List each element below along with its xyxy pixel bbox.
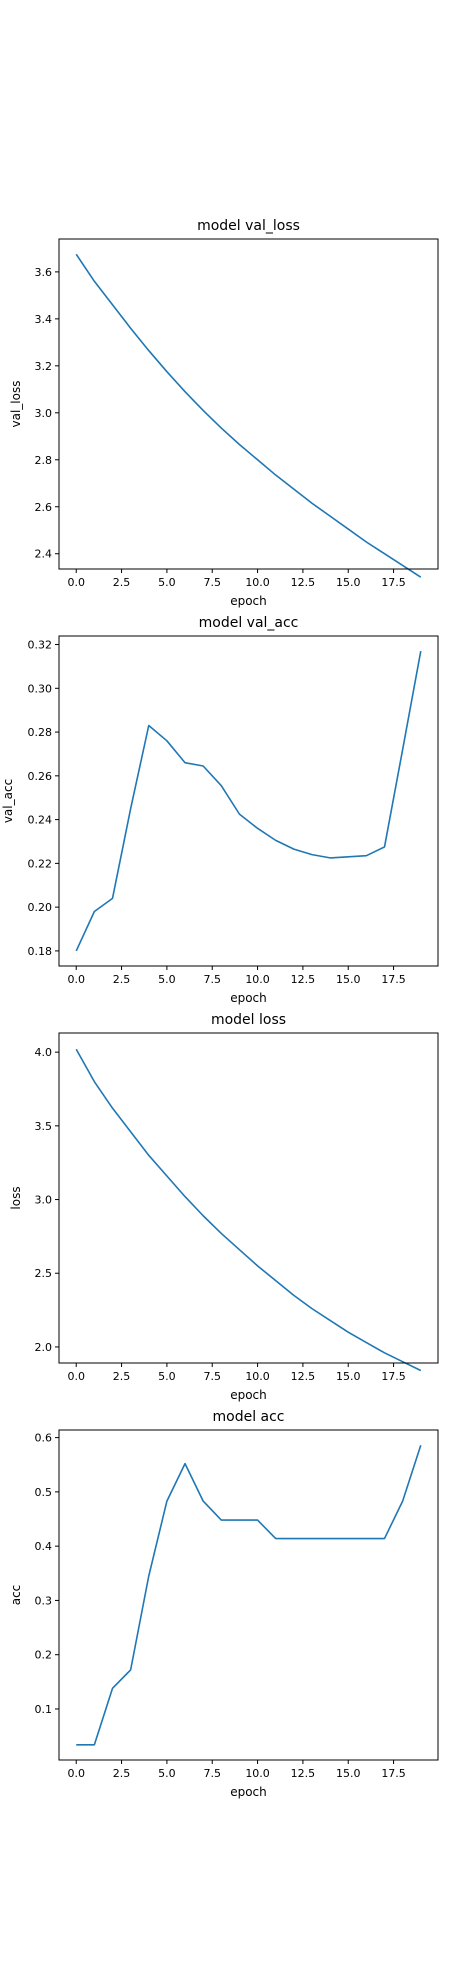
x-axis-label: epoch	[230, 594, 267, 608]
plot-frame	[58, 1032, 439, 1364]
y-tick-label: 0.30	[28, 682, 53, 695]
plot-frame	[58, 635, 439, 967]
x-tick-label: 0.0	[67, 973, 85, 986]
x-axis-label: epoch	[230, 1388, 267, 1402]
x-tick-label: 12.5	[291, 1767, 316, 1780]
x-tick-label: 0.0	[67, 1767, 85, 1780]
y-tick-label: 2.5	[35, 1267, 53, 1280]
x-tick-label: 5.0	[158, 1767, 176, 1780]
chart-panel-val-acc: model val_acc val_acc epoch 0.0 2.5 5.0 7.5…	[1, 615, 439, 1005]
y-tick-label: 2.8	[35, 454, 53, 467]
series-line	[75, 253, 422, 578]
tick-group: 0.0 2.5 5.0 7.5 10.0 12.5 15.0 17.5 2.0 2.5 3.0 3.5…	[35, 1046, 406, 1383]
x-tick-label: 10.0	[245, 576, 270, 589]
y-tick-label: 3.4	[35, 313, 53, 326]
x-tick-label: 0.0	[67, 576, 85, 589]
tick-group: 0.0 2.5 5.0 7.5 10.0 12.5 15.0 17.5 0.1 0.2 0.3 0.4…	[35, 1432, 406, 1780]
y-tick-label: 0.28	[28, 726, 53, 739]
x-tick-label: 10.0	[245, 973, 270, 986]
x-tick-label: 17.5	[381, 576, 406, 589]
x-tick-label: 0.0	[67, 1370, 85, 1383]
x-tick-label: 17.5	[381, 1370, 406, 1383]
x-tick-label: 10.0	[245, 1767, 270, 1780]
chart-title: model val_loss	[197, 218, 300, 234]
x-tick-label: 2.5	[113, 576, 131, 589]
x-tick-label: 7.5	[203, 1370, 221, 1383]
x-tick-label: 7.5	[203, 1767, 221, 1780]
y-tick-label: 3.0	[35, 407, 53, 420]
x-tick-label: 15.0	[336, 973, 361, 986]
x-tick-label: 2.5	[113, 973, 131, 986]
tick-group: 0.0 2.5 5.0 7.5 10.0 12.5 15.0 17.5 2.4 2.6 2.8 3.0…	[35, 266, 406, 589]
x-tick-label: 15.0	[336, 576, 361, 589]
x-tick-label: 7.5	[203, 973, 221, 986]
y-tick-label: 3.5	[35, 1120, 53, 1133]
y-tick-label: 0.20	[28, 901, 53, 914]
x-tick-label: 5.0	[158, 1370, 176, 1383]
series-line	[76, 1444, 422, 1746]
x-tick-label: 2.5	[113, 1370, 131, 1383]
chart-title: model loss	[211, 1012, 286, 1028]
x-tick-label: 5.0	[158, 973, 176, 986]
x-tick-label: 12.5	[291, 973, 316, 986]
y-tick-label: 3.6	[35, 266, 53, 279]
y-tick-label: 0.22	[28, 857, 53, 870]
plot-frame	[58, 1429, 439, 1761]
y-axis-label: acc	[9, 1585, 23, 1606]
chart-panel-acc: model acc acc epoch 0.0 2.5 5.0 7.5 10.0 12.5…	[9, 1409, 439, 1799]
y-tick-label: 2.4	[35, 548, 53, 561]
chart-panel-val-loss: model val_loss val_loss epoch 0.0 2.5 5.0 7…	[9, 218, 439, 608]
y-tick-label: 0.1	[35, 1703, 53, 1716]
tick-group: 0.0 2.5 5.0 7.5 10.0 12.5 15.0 17.5 0.18 0.20 0.22…	[28, 639, 406, 986]
x-tick-label: 17.5	[381, 973, 406, 986]
x-axis-label: epoch	[230, 1785, 267, 1799]
y-tick-label: 0.18	[28, 945, 53, 958]
y-axis-label: val_acc	[1, 779, 15, 823]
y-axis-label: val_loss	[9, 381, 23, 428]
y-tick-label: 2.0	[35, 1341, 53, 1354]
chart-title: model acc	[212, 1409, 284, 1425]
y-tick-label: 4.0	[35, 1046, 53, 1059]
y-tick-label: 0.4	[35, 1540, 53, 1553]
x-tick-label: 7.5	[203, 576, 221, 589]
x-tick-label: 15.0	[336, 1767, 361, 1780]
chart-title: model val_acc	[199, 615, 299, 631]
y-tick-label: 3.2	[35, 360, 53, 373]
y-tick-label: 0.32	[28, 639, 53, 652]
x-tick-label: 15.0	[336, 1370, 361, 1383]
x-tick-label: 12.5	[291, 1370, 316, 1383]
chart-panel-loss: model loss loss epoch 0.0 2.5 5.0 7.5 10.0 12…	[9, 1012, 439, 1402]
x-tick-label: 10.0	[245, 1370, 270, 1383]
y-tick-label: 2.6	[35, 501, 53, 514]
x-tick-label: 17.5	[381, 1767, 406, 1780]
x-tick-label: 5.0	[158, 576, 176, 589]
y-tick-label: 0.24	[28, 814, 53, 827]
y-axis-label: loss	[9, 1186, 23, 1209]
x-tick-label: 2.5	[113, 1767, 131, 1780]
y-tick-label: 0.26	[28, 770, 53, 783]
plot-frame	[58, 238, 439, 570]
series-line	[75, 650, 422, 952]
x-axis-label: epoch	[230, 991, 267, 1005]
series-line	[75, 1048, 422, 1372]
y-tick-label: 0.5	[35, 1486, 53, 1499]
y-tick-label: 3.0	[35, 1194, 53, 1207]
y-tick-label: 0.6	[35, 1432, 53, 1445]
x-tick-label: 12.5	[291, 576, 316, 589]
y-tick-label: 0.3	[35, 1594, 53, 1607]
y-tick-label: 0.2	[35, 1649, 53, 1662]
